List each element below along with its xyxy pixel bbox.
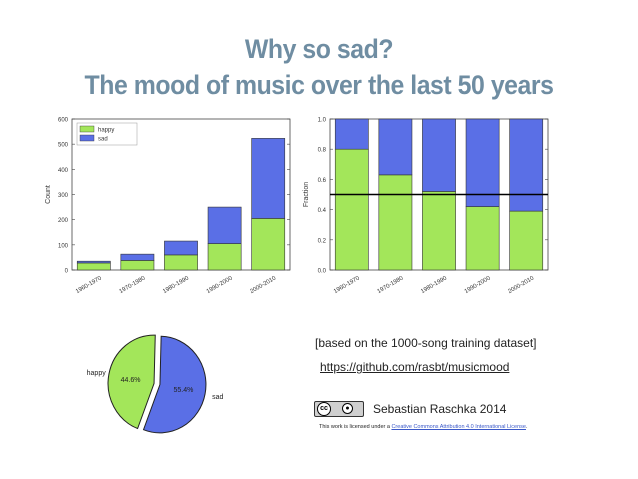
chart2-bar-sad xyxy=(422,118,456,192)
chart1-plot-area xyxy=(71,118,291,271)
title-line-1: Why so sad? xyxy=(244,34,394,64)
title-line-2: The mood of music over the last 50 years xyxy=(84,70,554,100)
chart1-bar-sad xyxy=(164,240,198,256)
chart1-legend xyxy=(76,122,138,146)
chart1-bar-happy xyxy=(76,262,111,271)
cc-icon: cc xyxy=(317,402,331,416)
chart2-xtick-label: 1990-2000 xyxy=(464,275,492,295)
license-prefix: This work is licensed under a xyxy=(319,424,390,430)
chart1-legend-label: sad xyxy=(98,137,108,143)
chart1-bar-happy xyxy=(164,254,198,271)
github-link[interactable]: https://github.com/rasbt/musicmood xyxy=(320,360,510,374)
chart1-bar-happy xyxy=(120,260,155,271)
chart1-bar-sad xyxy=(251,138,286,219)
chart1-legend-label: happy xyxy=(98,128,114,134)
chart2-bar-sad xyxy=(378,118,413,176)
chart1-ytick-label: 200 xyxy=(58,218,69,224)
chart2-ytick-label: 0.8 xyxy=(318,148,327,154)
license-text: This work is licensed under a Creative C… xyxy=(319,424,528,430)
dataset-note: [based on the 1000-song training dataset… xyxy=(315,336,537,350)
cc-by-icon[interactable]: cc ● xyxy=(314,401,364,417)
chart2-ylabel: Fraction xyxy=(303,182,310,207)
chart1-xtick-label: 1970-1980 xyxy=(119,275,147,295)
chart2-ytick-label: 1.0 xyxy=(318,118,327,124)
chart1-ytick-label: 100 xyxy=(58,243,69,249)
chart2-bar-sad xyxy=(334,118,369,150)
chart2-bar-happy xyxy=(509,210,544,271)
chart2-bar-happy xyxy=(378,174,413,271)
chart1-ytick-label: 400 xyxy=(58,168,69,174)
chart2-ytick-label: 0.2 xyxy=(318,238,327,244)
chart2-bar-sad xyxy=(465,118,500,207)
chart2-plot-area xyxy=(329,118,549,271)
pie-slice-happy xyxy=(107,334,156,430)
by-person-icon: ● xyxy=(342,403,353,414)
chart1-legend-swatch xyxy=(79,125,95,133)
chart1-xtick-label: 1980-1990 xyxy=(162,275,190,295)
license-suffix: . xyxy=(525,424,528,430)
pie-slice-sad xyxy=(142,335,207,434)
chart1-ytick-label: 300 xyxy=(58,193,69,199)
license-link[interactable]: Creative Commons Attribution 4.0 Interna… xyxy=(391,424,526,430)
author-credit: Sebastian Raschka 2014 xyxy=(373,402,507,416)
chart2-bar-happy xyxy=(422,191,456,271)
pie-value-label: 55.4% xyxy=(173,387,193,394)
chart2-bar-happy xyxy=(334,148,369,271)
chart1-bar-happy xyxy=(207,243,242,271)
chart1-legend-swatch xyxy=(79,134,95,142)
chart2-ytick-label: 0.4 xyxy=(318,208,327,214)
chart2-ytick-label: 0.0 xyxy=(318,269,327,275)
chart1-xtick-label: 1960-1970 xyxy=(75,275,103,295)
chart1-ytick-label: 500 xyxy=(58,143,69,149)
chart1-bar-happy xyxy=(251,218,286,271)
chart1-xtick-label: 2000-2010 xyxy=(249,275,277,295)
chart1-ytick-label: 0 xyxy=(65,269,69,275)
chart1-ytick-label: 600 xyxy=(58,118,69,124)
pie-value-label: 44.6% xyxy=(121,377,141,384)
pie-category-label: happy xyxy=(87,370,107,377)
chart2-bar-sad xyxy=(509,118,544,212)
chart1-xtick-label: 1990-2000 xyxy=(206,275,234,295)
chart1-bar-sad xyxy=(207,206,242,244)
chart2-xtick-label: 1960-1970 xyxy=(333,275,361,295)
pie-category-label: sad xyxy=(212,394,223,401)
chart2-bar-happy xyxy=(465,206,500,271)
chart2-xtick-label: 2000-2010 xyxy=(507,275,535,295)
chart2-xtick-label: 1980-1990 xyxy=(420,275,448,295)
chart1-ylabel: Count xyxy=(45,185,52,204)
chart2-xtick-label: 1970-1980 xyxy=(377,275,405,295)
chart2-ytick-label: 0.6 xyxy=(318,178,327,184)
chart1-bar-sad xyxy=(76,260,111,264)
chart1-bar-sad xyxy=(120,253,155,261)
